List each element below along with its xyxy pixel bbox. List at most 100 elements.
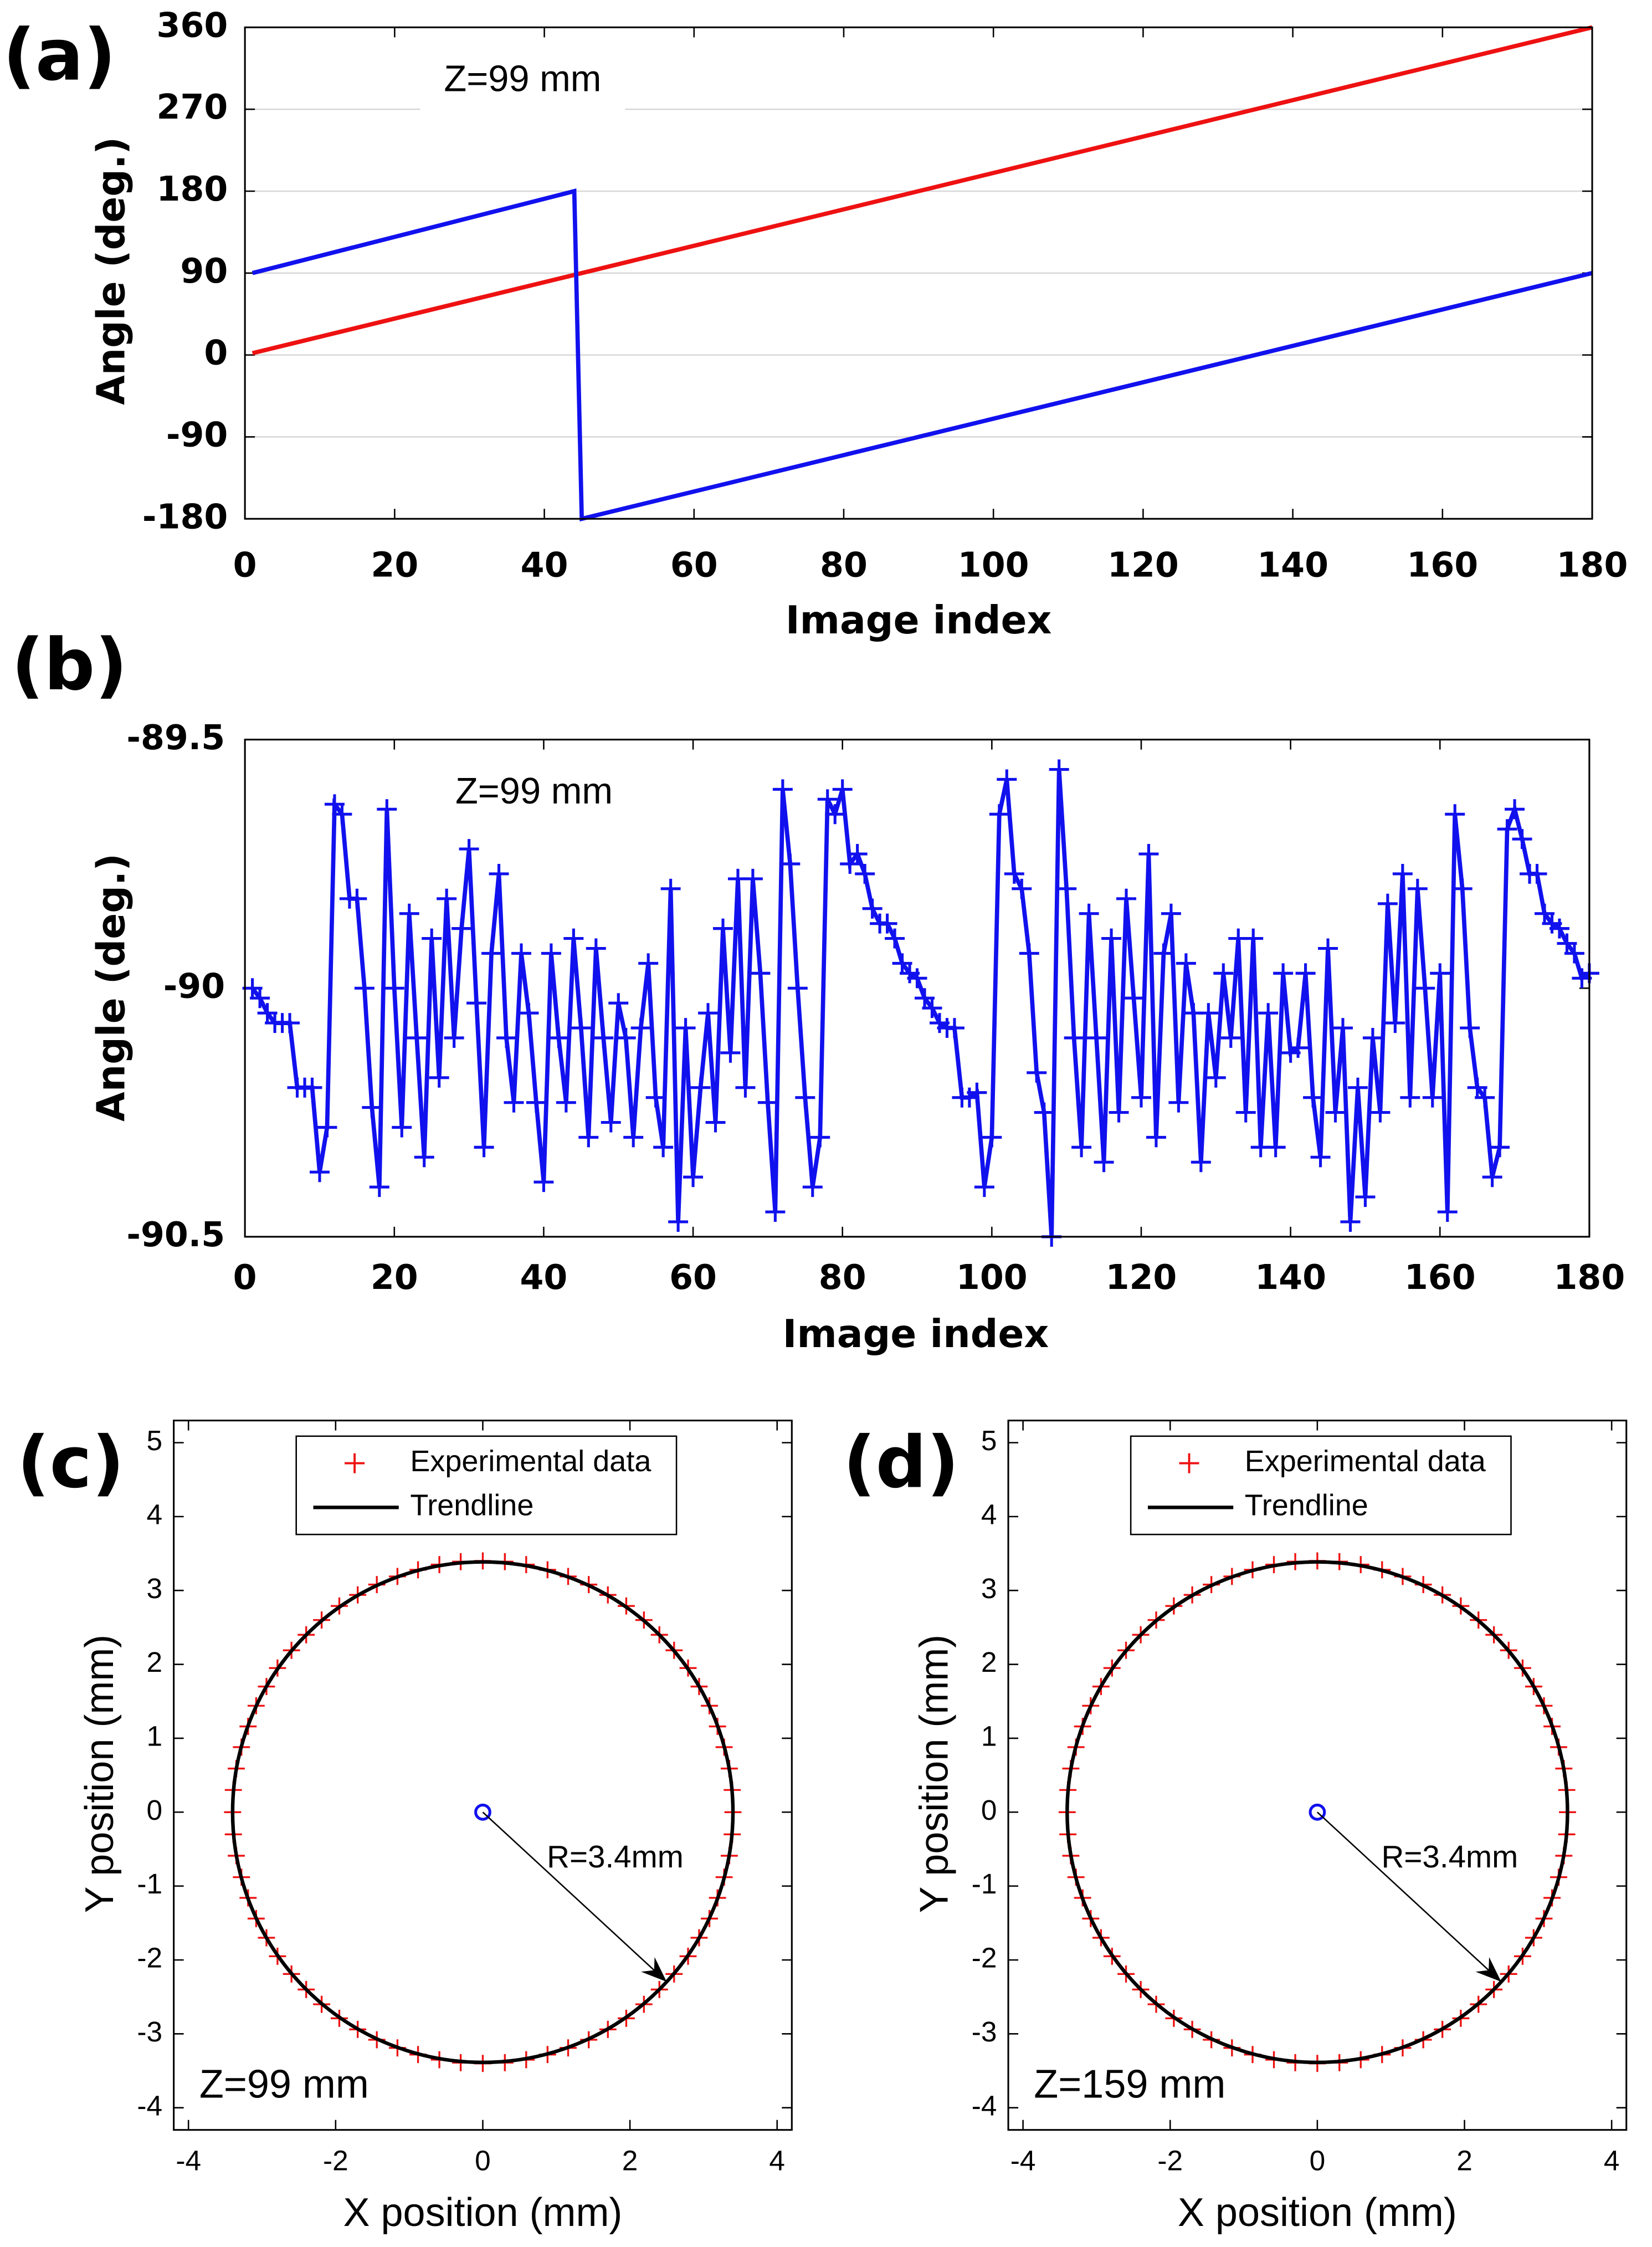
marker: [1355, 1187, 1376, 1207]
marker: [1295, 963, 1316, 984]
y-tick-label: -1: [137, 1867, 162, 1900]
marker: [280, 1013, 300, 1033]
marker: [982, 1127, 1002, 1148]
marker: [1482, 1167, 1502, 1188]
legend-box: [295, 1435, 678, 1535]
marker: [855, 863, 875, 884]
x-tick-label: 180: [1557, 545, 1628, 585]
marker: [862, 898, 883, 919]
marker: [1004, 863, 1024, 884]
y-tick-label: -89.5: [126, 718, 225, 757]
center-marker: [474, 1803, 491, 1821]
plot-area: [1008, 1420, 1627, 2130]
marker: [1131, 1087, 1151, 1108]
marker: [1385, 1013, 1405, 1033]
marker: [1213, 963, 1234, 984]
legend-label: Trendline: [1245, 1489, 1368, 1522]
y-axis-label: Y position (mm): [78, 1635, 122, 1913]
y-tick-label: 360: [157, 5, 228, 45]
marker: [1273, 963, 1294, 984]
plot-frame: [1007, 1419, 1628, 2131]
panel-label: (c): [17, 1421, 125, 1504]
annotation: Z=99 mm: [444, 59, 601, 100]
line: [250, 769, 1591, 1237]
marker: [1220, 1028, 1241, 1048]
marker: [444, 1028, 464, 1048]
marker: [422, 928, 442, 949]
marker: [623, 1127, 644, 1148]
marker: [429, 1067, 449, 1088]
marker: [563, 928, 584, 949]
marker: [1123, 988, 1144, 1009]
x-tick-label: 160: [1404, 1257, 1476, 1297]
marker: [1265, 1137, 1286, 1158]
marker: [653, 1137, 674, 1158]
x-tick-label: 4: [1604, 2144, 1620, 2176]
marker: [1332, 1018, 1353, 1038]
x-tick-label: 60: [669, 1257, 717, 1297]
x-tick-label: 20: [371, 1257, 418, 1297]
y-tick-label: -3: [972, 2015, 997, 2048]
marker: [1318, 938, 1338, 959]
y-tick-label: -3: [137, 2015, 162, 2048]
x-tick-label: -4: [1010, 2144, 1036, 2176]
marker: [1109, 1102, 1129, 1123]
marker: [608, 993, 629, 1014]
trendline: [1065, 1560, 1569, 2065]
marker: [1392, 863, 1413, 884]
y-tick-label: 0: [204, 333, 228, 373]
marker: [967, 1082, 987, 1103]
y-axis-label: Y position (mm): [912, 1635, 957, 1913]
marker: [847, 844, 868, 864]
marker: [1079, 903, 1099, 924]
marker: [1258, 1003, 1279, 1023]
marker: [1325, 1102, 1346, 1123]
marker: [1138, 844, 1159, 864]
x-tick-label: 160: [1407, 545, 1478, 585]
marker: [735, 1077, 756, 1098]
x-tick-label: 20: [371, 545, 418, 585]
marker: [377, 799, 397, 820]
marker: [1407, 878, 1428, 899]
arrow-head: [641, 1957, 667, 1982]
marker: [1497, 819, 1517, 840]
marker: [399, 903, 419, 924]
x-tick-label: 120: [1107, 545, 1179, 585]
marker: [452, 918, 472, 939]
x-axis-label: X position (mm): [343, 2190, 623, 2235]
x-tick-label: 0: [475, 2144, 491, 2176]
y-tick-label: 180: [157, 169, 228, 209]
radius-arrow: [1317, 1811, 1502, 1983]
y-tick-label: 270: [157, 87, 228, 127]
marker: [548, 1028, 569, 1048]
marker: [1027, 1062, 1047, 1083]
marker: [1437, 1202, 1458, 1222]
marker: [1310, 1147, 1331, 1168]
legend-label: Trendline: [410, 1489, 533, 1522]
marker: [1161, 903, 1181, 924]
marker: [1116, 888, 1137, 909]
x-tick-label: 100: [956, 1257, 1028, 1297]
marker: [1198, 1003, 1219, 1023]
marker: [1064, 1028, 1084, 1048]
marker: [1340, 1211, 1361, 1232]
marker: [1505, 799, 1525, 820]
line: [252, 25, 1593, 356]
y-tick-label: -90.5: [126, 1215, 225, 1255]
marker: [817, 789, 838, 810]
legend-marker: [345, 1453, 365, 1473]
marker: [645, 1087, 666, 1108]
marker: [713, 918, 733, 939]
marker: [825, 804, 845, 825]
marker: [496, 1028, 517, 1048]
marker: [922, 998, 942, 1018]
marker: [1347, 1077, 1368, 1098]
marker: [1191, 1152, 1211, 1173]
marker: [474, 1137, 494, 1158]
x-tick-label: -4: [176, 2144, 201, 2176]
annotation: R=3.4mm: [1382, 1839, 1518, 1874]
marker: [1086, 1028, 1107, 1048]
marker: [1235, 1102, 1256, 1123]
marker: [511, 943, 531, 964]
